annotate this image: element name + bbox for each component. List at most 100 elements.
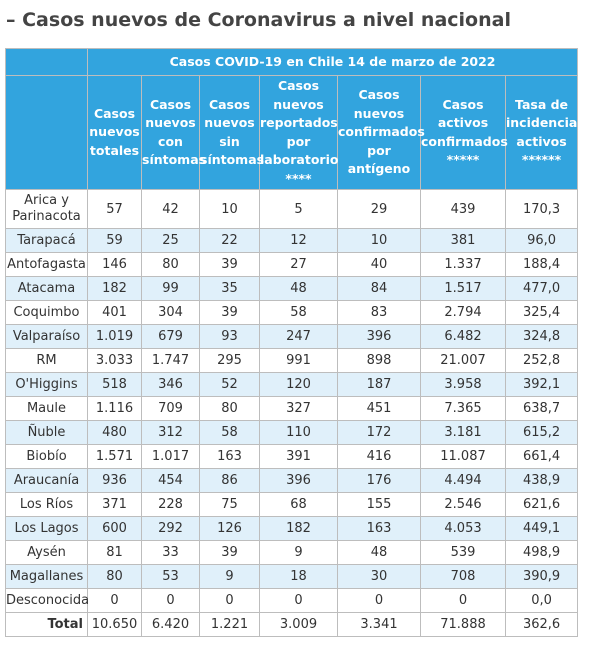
region-name: Magallanes: [5, 564, 88, 589]
table-cell: 324,8: [504, 324, 579, 349]
table-cell: 247: [259, 324, 338, 349]
table-cell: 10: [199, 189, 260, 229]
table-cell: 371: [87, 492, 142, 517]
covid-cases-table-container: Casos COVID-19 en Chile 14 de marzo de 2…: [5, 48, 579, 637]
table-cell: 991: [259, 348, 338, 373]
table-cell: 518: [87, 372, 142, 397]
table-cell: 182: [259, 516, 338, 541]
table-cell: 381: [420, 228, 506, 253]
table-cell: 0: [87, 588, 142, 613]
table-cell: 11.087: [420, 444, 506, 469]
region-name: Maule: [5, 396, 88, 421]
table-body: Arica y Parinacota 57 42 10 5 29 439 170,3 Tarap…: [5, 189, 579, 637]
table-cell: 362,6: [504, 612, 579, 637]
column-header-new-antigen-confirmed: Casos nuevos confirmados por antígeno: [337, 75, 425, 190]
table-cell: 84: [337, 276, 421, 301]
table-cell: 68: [259, 492, 338, 517]
table-cell: 18: [259, 564, 338, 589]
table-cell: 58: [199, 420, 260, 445]
table-row: Atacama 182 99 35 48 84 1.517 477,0: [5, 276, 579, 301]
table-cell: 480: [87, 420, 142, 445]
table-cell: 99: [141, 276, 200, 301]
table-cell: 391: [259, 444, 338, 469]
table-cell: 1.116: [87, 396, 142, 421]
total-label: Total: [5, 612, 88, 637]
table-cell: 449,1: [504, 516, 579, 541]
table-cell: 390,9: [504, 564, 579, 589]
table-row: Magallanes 80 53 9 18 30 708 390,9: [5, 564, 579, 589]
table-cell: 0: [259, 588, 338, 613]
table-cell: 33: [141, 540, 200, 565]
region-name: Los Lagos: [5, 516, 88, 541]
table-cell: 638,7: [504, 396, 579, 421]
table-cell: 454: [141, 468, 200, 493]
region-name: Biobío: [5, 444, 88, 469]
table-cell: 396: [259, 468, 338, 493]
table-cell: 312: [141, 420, 200, 445]
table-cell: 228: [141, 492, 200, 517]
table-cell: 0,0: [504, 588, 579, 613]
table-caption: Casos COVID-19 en Chile 14 de marzo de 2…: [86, 48, 579, 76]
table-cell: 22: [199, 228, 260, 253]
table-row: Los Ríos 371 228 75 68 155 2.546 621,6: [5, 492, 579, 517]
table-cell: 327: [259, 396, 338, 421]
table-cell: 86: [199, 468, 260, 493]
table-cell: 295: [199, 348, 260, 373]
table-cell: 451: [337, 396, 421, 421]
table-cell: 42: [141, 189, 200, 229]
table-cell: 39: [199, 252, 260, 277]
table-cell: 48: [259, 276, 338, 301]
table-cell: 7.365: [420, 396, 506, 421]
page-title: – Casos nuevos de Coronavirus a nivel na…: [6, 9, 511, 31]
table-cell: 10.650: [87, 612, 142, 637]
table-cell: 29: [337, 189, 421, 229]
table-cell: 898: [337, 348, 421, 373]
table-row: Arica y Parinacota 57 42 10 5 29 439 170,3: [5, 189, 579, 229]
table-row: Aysén 81 33 39 9 48 539 498,9: [5, 540, 579, 565]
table-cell: 4.053: [420, 516, 506, 541]
table-cell: 396: [337, 324, 421, 349]
table-cell: 498,9: [504, 540, 579, 565]
table-cell: 9: [199, 564, 260, 589]
table-cell: 0: [420, 588, 506, 613]
covid-cases-table: Casos COVID-19 en Chile 14 de marzo de 2…: [5, 48, 579, 637]
table-cell: 80: [87, 564, 142, 589]
table-cell: 2.794: [420, 300, 506, 325]
table-cell: 25: [141, 228, 200, 253]
table-cell: 439: [420, 189, 506, 229]
table-cell: 80: [199, 396, 260, 421]
table-cell: 304: [141, 300, 200, 325]
table-cell: 936: [87, 468, 142, 493]
table-row: Maule 1.116 709 80 327 451 7.365 638,7: [5, 396, 579, 421]
table-row: Tarapacá 59 25 22 12 10 381 96,0: [5, 228, 579, 253]
table-cell: 0: [141, 588, 200, 613]
column-header-new-symptomatic: Casos nuevos con síntomas: [141, 75, 206, 190]
table-cell: 1.337: [420, 252, 506, 277]
table-cell: 1.571: [87, 444, 142, 469]
table-cell: 3.341: [337, 612, 421, 637]
table-cell: 5: [259, 189, 338, 229]
table-cell: 163: [337, 516, 421, 541]
region-name: O'Higgins: [5, 372, 88, 397]
table-cell: 346: [141, 372, 200, 397]
table-cell: 615,2: [504, 420, 579, 445]
table-cell: 292: [141, 516, 200, 541]
table-cell: 600: [87, 516, 142, 541]
region-name: Los Ríos: [5, 492, 88, 517]
region-name: Antofagasta: [5, 252, 88, 277]
region-name: Coquimbo: [5, 300, 88, 325]
region-name: Tarapacá: [5, 228, 88, 253]
table-row: O'Higgins 518 346 52 120 187 3.958 392,1: [5, 372, 579, 397]
table-cell: 48: [337, 540, 421, 565]
table-cell: 1.747: [141, 348, 200, 373]
table-cell: 188,4: [504, 252, 579, 277]
table-cell: 35: [199, 276, 260, 301]
table-cell: 187: [337, 372, 421, 397]
table-cell: 3.181: [420, 420, 506, 445]
region-name: RM: [5, 348, 88, 373]
table-cell: 401: [87, 300, 142, 325]
table-cell: 1.517: [420, 276, 506, 301]
table-cell: 477,0: [504, 276, 579, 301]
table-row: Biobío 1.571 1.017 163 391 416 11.087 661,4: [5, 444, 579, 469]
table-cell: 9: [259, 540, 338, 565]
